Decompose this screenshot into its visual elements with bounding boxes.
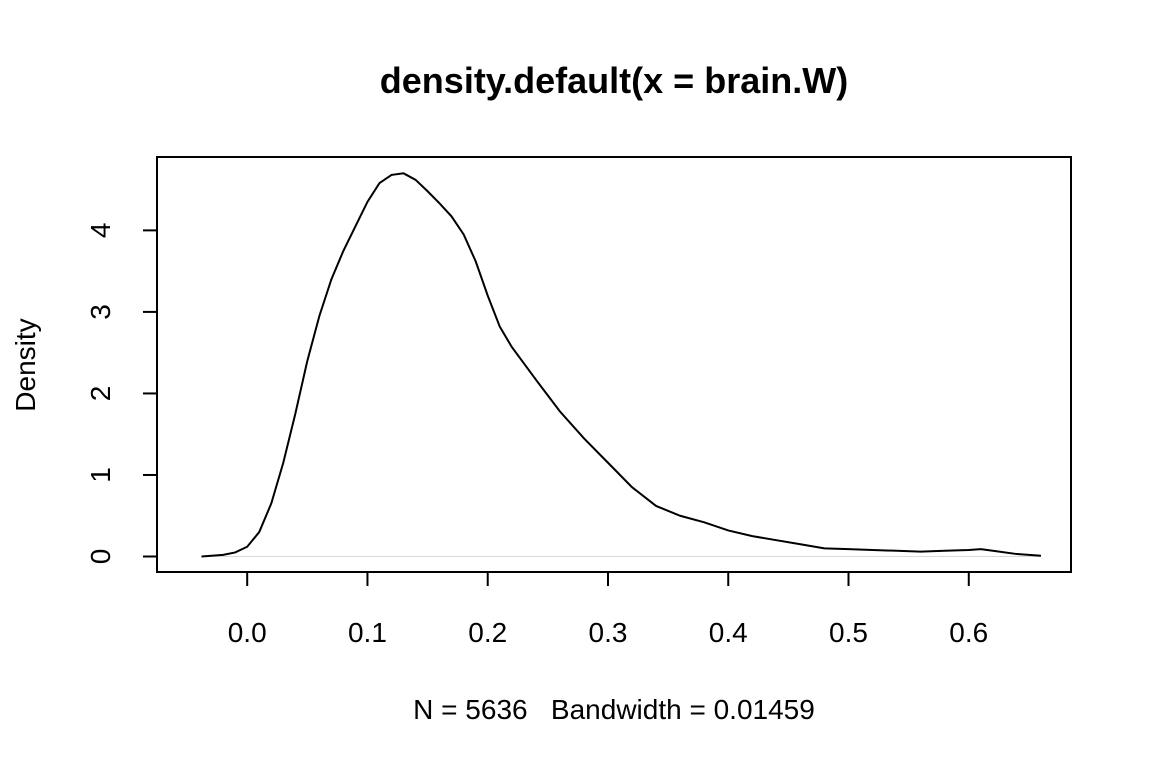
plot-area-border [156, 156, 1072, 573]
x-tick-label: 0.1 [348, 617, 387, 648]
density-curve [201, 172, 1041, 558]
x-tick-label: 0.3 [589, 617, 628, 648]
x-axis-label: N = 5636 Bandwidth = 0.01459 [413, 694, 815, 725]
x-axis: 0.0 0.1 0.2 0.3 0.4 0.5 0.6 [228, 571, 988, 648]
y-tick-label: 2 [85, 386, 116, 402]
x-tick-label: 0.0 [228, 617, 267, 648]
y-tick-label: 3 [85, 304, 116, 320]
x-tick-label: 0.6 [949, 617, 988, 648]
y-tick-label: 0 [85, 549, 116, 565]
x-tick-label: 0.2 [468, 617, 507, 648]
chart-title: density.default(x = brain.W) [380, 60, 848, 101]
x-tick-label: 0.5 [829, 617, 868, 648]
y-tick-label: 1 [85, 467, 116, 483]
x-tick-label: 0.4 [709, 617, 748, 648]
y-axis: 0 1 2 3 4 [85, 223, 158, 565]
y-tick-label: 4 [85, 223, 116, 239]
y-axis-label: Density [10, 318, 41, 411]
